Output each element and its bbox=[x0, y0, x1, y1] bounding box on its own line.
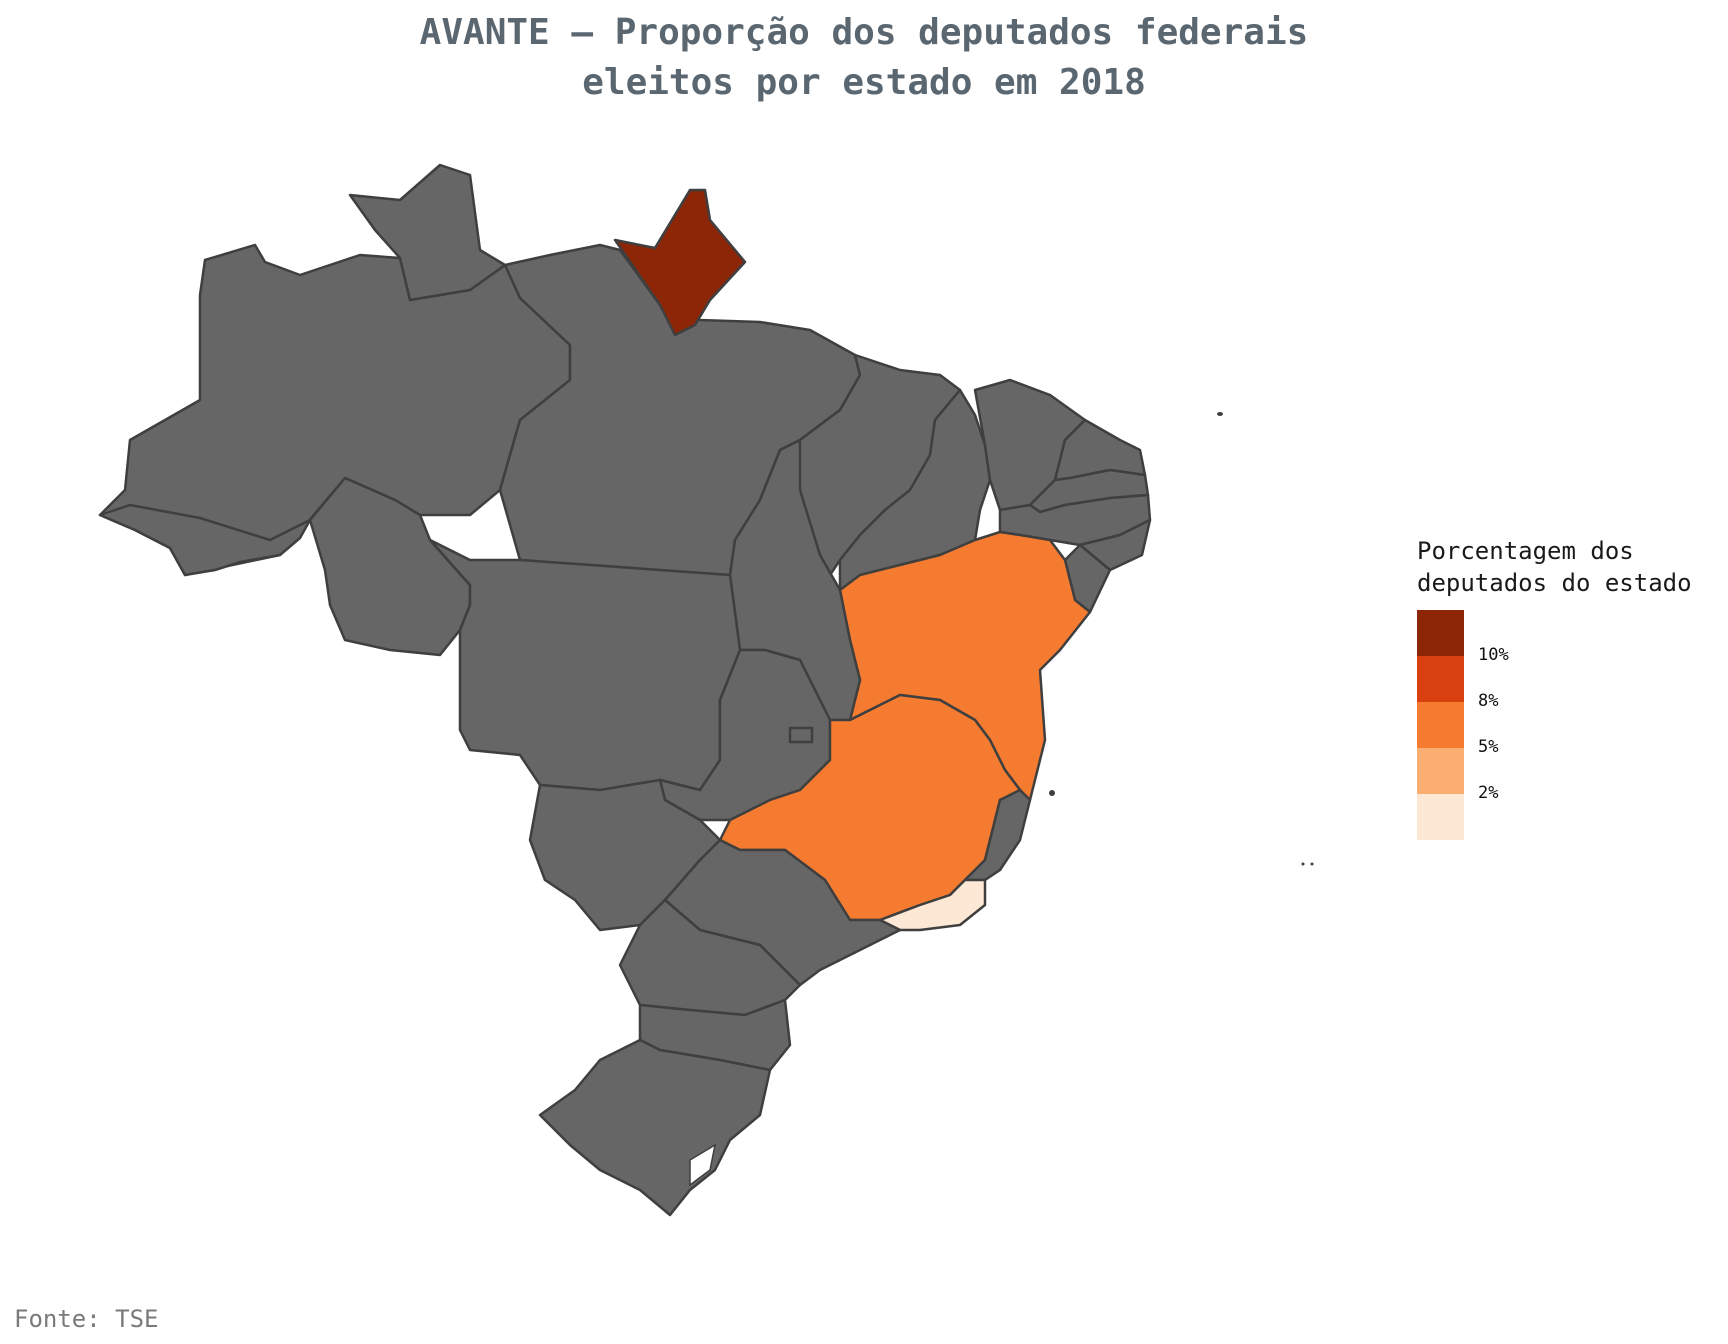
lagoa-dos-patos bbox=[689, 1143, 717, 1187]
legend-swatch bbox=[1417, 748, 1464, 794]
state-ac bbox=[98, 503, 312, 577]
map-title-line-2: eleitos por estado em 2018 bbox=[582, 62, 1146, 103]
legend-swatch bbox=[1417, 656, 1464, 702]
legend-tick-label: 10% bbox=[1478, 645, 1509, 665]
island-dot-abrolhos bbox=[1049, 790, 1055, 796]
state-es bbox=[963, 788, 1032, 882]
legend-swatch bbox=[1417, 702, 1464, 748]
legend-tick-label: 2% bbox=[1478, 783, 1499, 803]
legend-tick-label: 5% bbox=[1478, 737, 1499, 757]
state-rj bbox=[878, 878, 987, 932]
island-dot-north bbox=[1217, 412, 1223, 416]
map-title-line-1: AVANTE – Proporção dos deputados federai… bbox=[419, 12, 1309, 53]
state-mt bbox=[428, 538, 742, 792]
legend-title-line-1: Porcentagem dos bbox=[1417, 537, 1634, 565]
state-ap bbox=[613, 188, 747, 337]
legend-title-line-2: deputados do estado bbox=[1417, 569, 1692, 597]
legend-swatch bbox=[1417, 794, 1464, 840]
islands bbox=[1049, 412, 1314, 866]
state-am bbox=[98, 243, 572, 577]
legend-swatch bbox=[1417, 610, 1464, 656]
legend-title: Porcentagem dos deputados do estado bbox=[1417, 535, 1692, 599]
source-note: Fonte: TSE bbox=[14, 1305, 159, 1333]
state-rs bbox=[538, 1038, 772, 1217]
island-dot-trindade-1 bbox=[1301, 862, 1305, 866]
map-title: AVANTE – Proporção dos deputados federai… bbox=[0, 8, 1728, 108]
state-df bbox=[788, 726, 814, 744]
legend-colorbar bbox=[1417, 610, 1464, 840]
state-layer bbox=[98, 163, 1152, 1217]
island-dot-trindade-2 bbox=[1310, 862, 1314, 866]
legend-tick-label: 8% bbox=[1478, 691, 1499, 711]
